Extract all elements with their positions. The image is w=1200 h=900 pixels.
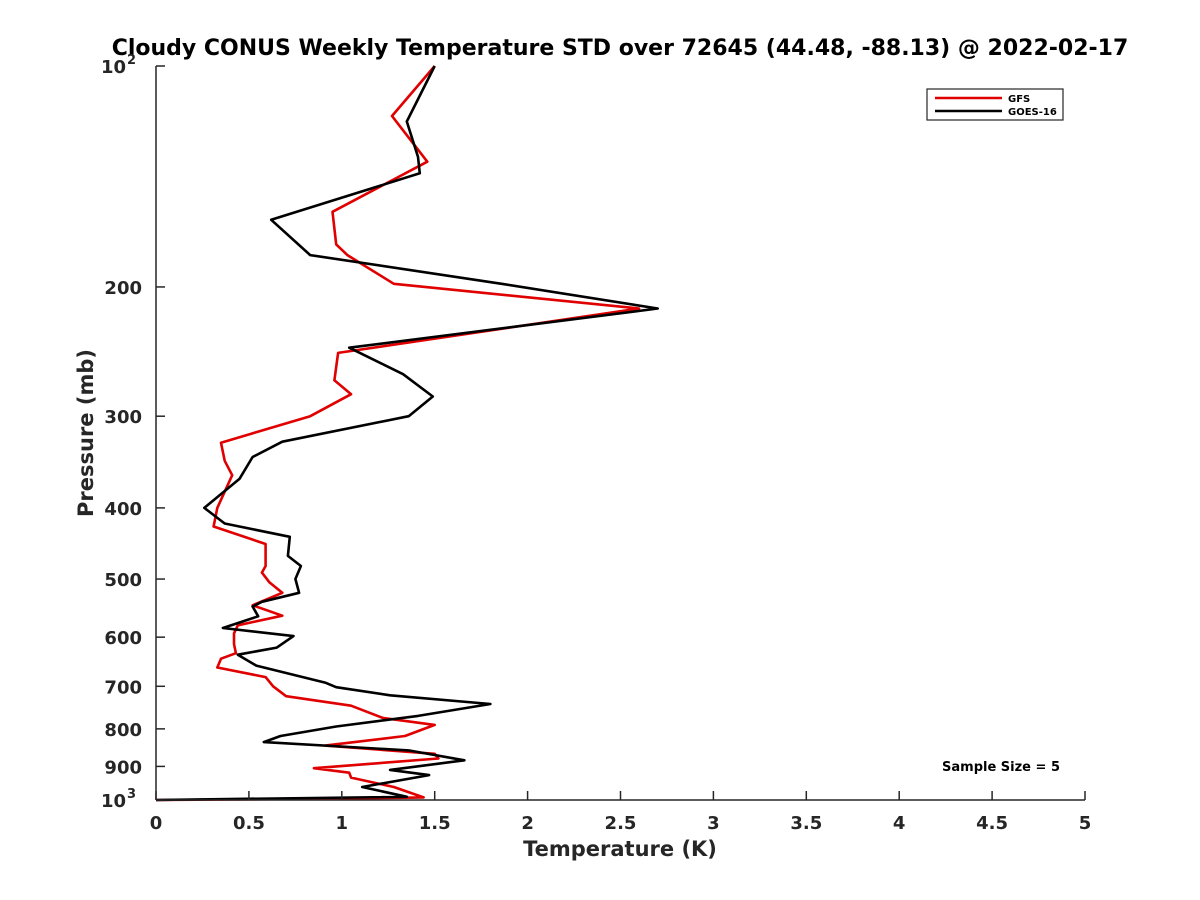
x-tick-label: 4.5: [976, 813, 1008, 834]
x-tick-label: 2.5: [605, 813, 637, 834]
y-tick-label: 200: [104, 278, 142, 299]
series-layer: [155, 65, 660, 802]
x-axis-label: Temperature (K): [523, 837, 717, 861]
x-tick-label: 3.5: [790, 813, 822, 834]
x-tick-label: 4: [893, 813, 906, 834]
y-tick-label: 800: [104, 720, 142, 741]
y-tick-label: 600: [104, 628, 142, 649]
y-axis-label: Pressure (mb): [74, 349, 98, 517]
x-tick-label: 0.5: [233, 813, 265, 834]
y-tick-label: 500: [104, 570, 142, 591]
y-tick-label: 10: [101, 57, 126, 78]
legend-label-gfs: GFS: [1008, 94, 1030, 105]
y-tick-label: 400: [104, 499, 142, 520]
series-line-gfs: [155, 65, 641, 802]
legend: GFS GOES-16: [926, 88, 1064, 121]
sample-size-annotation: Sample Size = 5: [942, 760, 1060, 775]
x-ticks: 0 0.5 1 1.5 2 2.5 3 3.5 4 4.5 5: [150, 791, 1092, 834]
y-tick-exponent: 2: [127, 53, 136, 68]
x-tick-label: 3: [707, 813, 720, 834]
axes: [155, 66, 1085, 801]
y-tick-exponent: 3: [127, 787, 136, 802]
y-tick-label: 300: [104, 407, 142, 428]
x-tick-label: 1: [336, 813, 349, 834]
x-tick-label: 5: [1079, 813, 1092, 834]
y-tick-label: 900: [104, 757, 142, 778]
y-tick-label: 10: [101, 791, 126, 812]
x-tick-label: 1.5: [419, 813, 451, 834]
x-tick-label: 0: [150, 813, 163, 834]
chart-title: Cloudy CONUS Weekly Temperature STD over…: [112, 36, 1129, 61]
legend-label-goes16: GOES-16: [1008, 107, 1057, 118]
legend-box: [926, 88, 1064, 121]
y-tick-label: 700: [104, 677, 142, 698]
x-tick-label: 2: [521, 813, 534, 834]
series-line-goes16: [155, 65, 660, 802]
